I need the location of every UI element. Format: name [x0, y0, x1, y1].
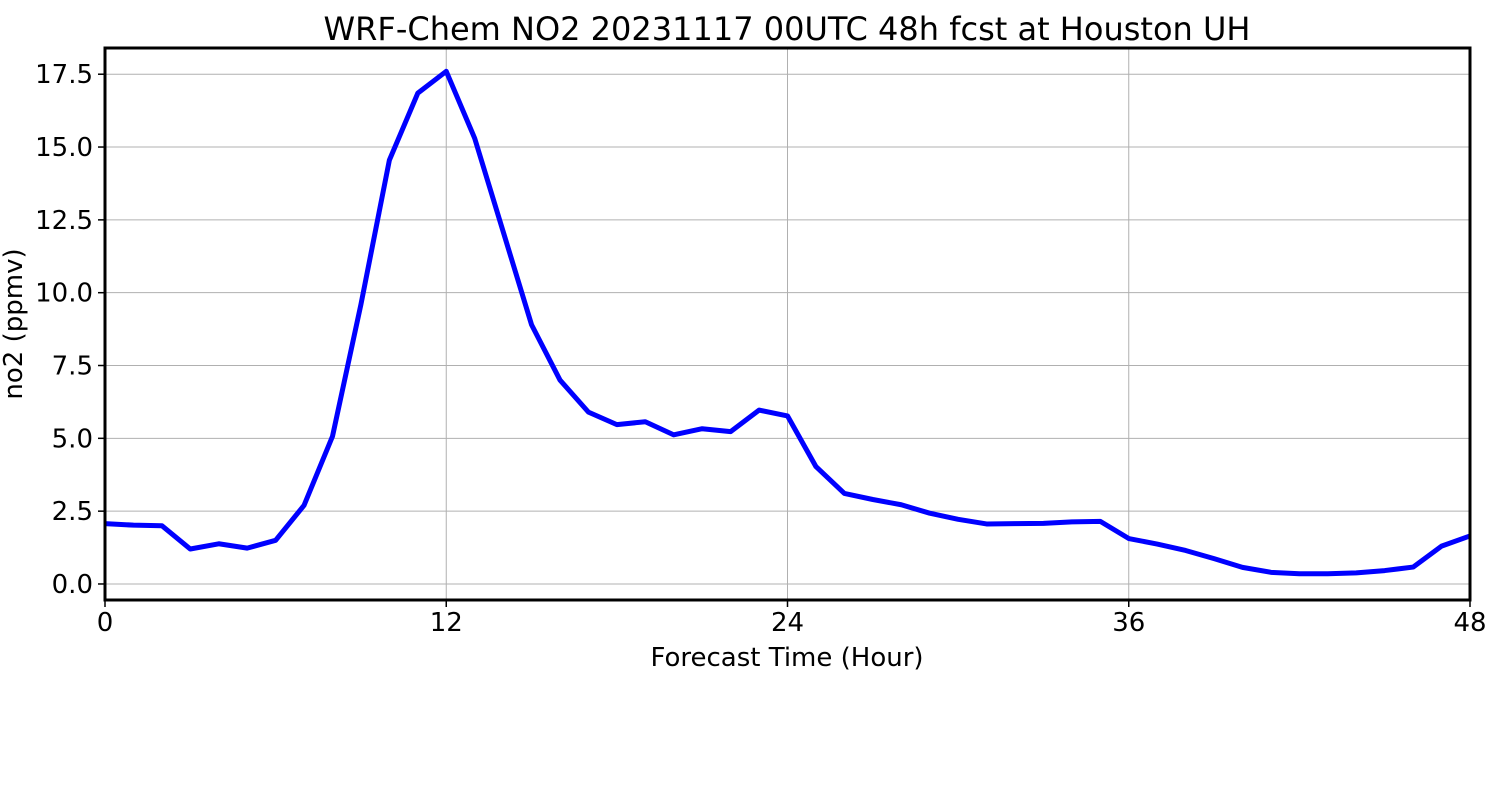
y-tick-label: 15.0 [35, 133, 93, 163]
y-tick-label: 5.0 [52, 424, 93, 454]
y-tick-label: 12.5 [35, 206, 93, 236]
y-tick-label: 0.0 [52, 570, 93, 600]
x-tick-label: 48 [1453, 608, 1486, 638]
y-tick-label: 7.5 [52, 352, 93, 382]
x-tick-label: 36 [1112, 608, 1145, 638]
y-tick-label: 10.0 [35, 279, 93, 309]
y-tick-label: 2.5 [52, 497, 93, 527]
y-tick-label: 17.5 [35, 60, 93, 90]
x-axis-label: Forecast Time (Hour) [650, 643, 923, 673]
x-tick-label: 12 [430, 608, 463, 638]
y-axis-label: no2 (ppmv) [0, 248, 29, 399]
chart-title: WRF-Chem NO2 20231117 00UTC 48h fcst at … [324, 10, 1251, 48]
x-tick-label: 24 [771, 608, 804, 638]
x-tick-label: 0 [97, 608, 114, 638]
